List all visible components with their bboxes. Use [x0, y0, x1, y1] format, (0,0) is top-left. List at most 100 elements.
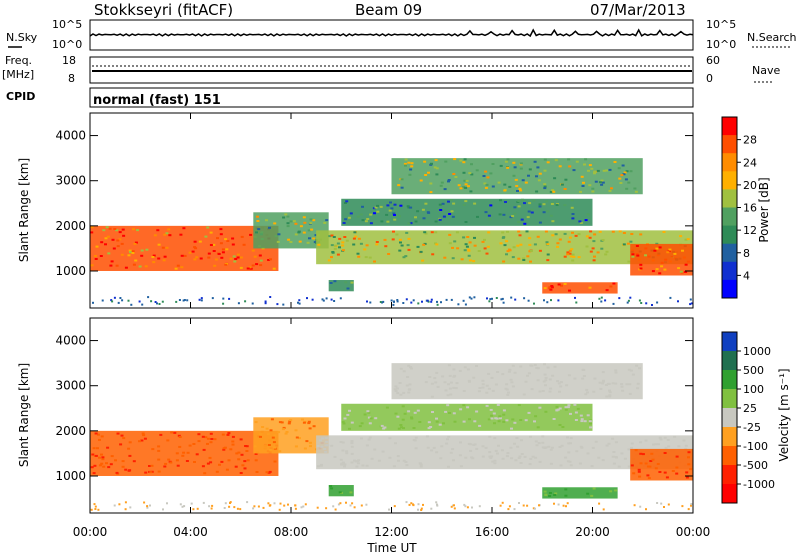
cpid-label: CPID	[6, 90, 35, 103]
power-cell	[644, 254, 647, 257]
power-cell	[359, 242, 363, 245]
velocity-ground-cell	[690, 503, 693, 506]
velocity-cell	[631, 373, 635, 376]
velocity-cell	[405, 464, 409, 467]
power-cell	[533, 160, 537, 163]
power-cell	[361, 219, 365, 222]
velocity-cell	[589, 426, 593, 429]
power-cell	[585, 245, 589, 248]
power-cell	[375, 243, 379, 246]
power-cell	[157, 257, 161, 260]
velocity-colorbar-tick-label: -25	[743, 421, 761, 434]
power-ground-cell	[298, 299, 301, 302]
velocity-cell	[182, 451, 186, 454]
velocity-ground-cell	[602, 508, 605, 511]
power-ground-cell	[457, 303, 460, 306]
power-ground-cell	[396, 299, 399, 301]
power-cell	[467, 248, 471, 251]
power-cell	[440, 181, 444, 184]
power-ground-cell	[495, 297, 498, 299]
power-cell	[427, 211, 431, 214]
power-cell	[231, 243, 235, 246]
power-cell	[469, 190, 473, 193]
power-cell	[424, 174, 428, 176]
power-cell	[593, 172, 596, 175]
power-cell	[422, 217, 426, 220]
power-cell	[268, 226, 271, 229]
velocity-cell	[527, 372, 531, 375]
velocity-cell	[472, 376, 476, 379]
power-cell	[233, 260, 237, 263]
power-cell	[312, 237, 316, 240]
velocity-ground-cell	[453, 504, 455, 507]
velocity-ground-cell	[645, 508, 647, 511]
power-cell	[601, 239, 605, 242]
velocity-cell	[374, 417, 378, 420]
velocity-cell	[636, 382, 640, 385]
power-ground-cell	[464, 303, 467, 306]
power-cell	[508, 185, 512, 188]
freq-tick-top: 18	[62, 54, 76, 67]
velocity-cell	[385, 406, 389, 409]
velocity-cell	[397, 459, 400, 462]
velocity-colorbar-tick-label: -100	[743, 440, 768, 453]
velocity-cell	[195, 453, 199, 456]
velocity-cell	[564, 494, 568, 497]
velocity-cell	[488, 435, 492, 438]
power-cell	[393, 218, 397, 221]
power-cell	[501, 236, 505, 239]
power-cell	[579, 221, 583, 224]
velocity-cell	[494, 449, 498, 452]
velocity-ground-cell	[533, 507, 536, 510]
power-cell	[589, 230, 593, 233]
velocity-cell	[142, 434, 146, 437]
velocity-cell	[220, 460, 224, 463]
power-cell	[590, 167, 594, 170]
velocity-cell	[419, 463, 423, 466]
power-cell	[435, 173, 439, 176]
power-cell	[506, 158, 510, 161]
power-cell	[472, 260, 476, 263]
power-cell	[459, 159, 463, 162]
velocity-cell	[266, 433, 270, 436]
power-cell	[530, 211, 534, 214]
power-cell	[512, 174, 516, 177]
power-cell	[253, 255, 257, 258]
power-cell	[151, 256, 155, 258]
velocity-cell	[529, 457, 533, 460]
power-cell	[409, 222, 413, 225]
velocity-cell	[447, 465, 450, 468]
power-cell	[451, 215, 455, 218]
power-cell	[523, 222, 527, 225]
velocity-cell	[443, 381, 447, 384]
power-ground-cell	[501, 297, 504, 300]
velocity-cell	[467, 379, 471, 382]
velocity-cell	[358, 425, 362, 428]
velocity-cell	[554, 492, 558, 495]
power-cell	[447, 200, 450, 203]
velocity-cell	[489, 456, 493, 459]
velocity-cell	[492, 412, 496, 415]
power-cell	[543, 183, 547, 186]
power-cell	[242, 243, 246, 246]
power-ground-cell	[546, 301, 549, 304]
power-cell	[658, 246, 662, 249]
power-cell	[591, 247, 595, 250]
power-cell	[286, 222, 290, 225]
velocity-cell	[435, 371, 439, 374]
power-cell	[131, 252, 135, 254]
power-cell	[485, 183, 489, 186]
power-ground-cell	[311, 298, 314, 301]
velocity-cell	[204, 436, 208, 439]
power-cell	[612, 282, 616, 285]
velocity-ground-cell	[417, 508, 419, 511]
power-cell	[571, 259, 575, 262]
power-cell	[165, 246, 169, 249]
velocity-cell	[449, 393, 453, 396]
power-colorbar-swatch	[722, 135, 737, 154]
x-axis-label: Time UT	[366, 541, 417, 554]
velocity-cell	[627, 368, 631, 371]
power-cell	[258, 254, 262, 257]
velocity-ground-cell	[208, 505, 211, 508]
velocity-ground-cell	[339, 502, 342, 505]
